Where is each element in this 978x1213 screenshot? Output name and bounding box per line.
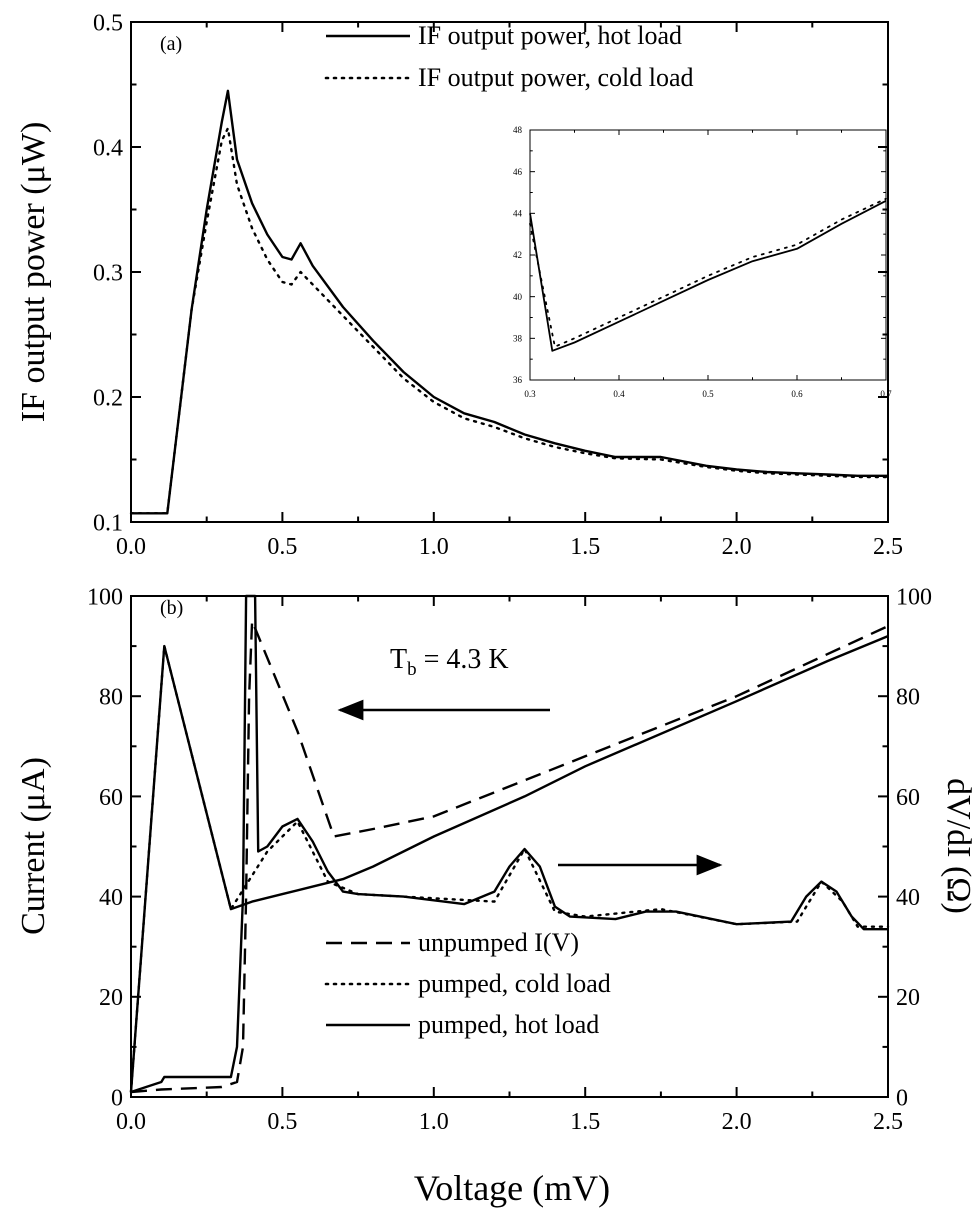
b-series-line-1 xyxy=(130,619,889,1094)
b-y-right-tick-label: 80 xyxy=(896,685,920,711)
b-legend-label-3: pumped, hot load xyxy=(418,1010,599,1039)
a-x-tick-label: 2.0 xyxy=(722,534,752,560)
b-x-tick-label: 2.0 xyxy=(722,1109,752,1135)
inset-y-tick-label: 44 xyxy=(513,208,523,218)
a-x-tick-label: 0.5 xyxy=(267,534,297,560)
panel-b: 0.0 0.5 1.0 1.5 2.0 2.50204060801000204060801… xyxy=(15,584,977,1135)
inset-x-tick-label: 0.3 xyxy=(524,389,536,399)
inset-y-tick-label: 46 xyxy=(513,167,523,177)
a-y-tick-label: 0.4 xyxy=(93,135,123,161)
a-x-tick-label: 2.5 xyxy=(873,534,903,560)
a-y-tick-label: 0.3 xyxy=(93,260,123,286)
a-plot-frame xyxy=(130,21,889,523)
b-y-tick-label: 0 xyxy=(111,1085,123,1111)
b-y-right-tick-label: 0 xyxy=(896,1085,908,1111)
b-series-line-4 xyxy=(130,594,888,1094)
inset-x-tick-label: 0.5 xyxy=(702,389,714,399)
a-panel-label: (a) xyxy=(160,33,182,55)
inset-x-tick-label: 0.4 xyxy=(613,389,625,399)
b-y-tick-label: 100 xyxy=(87,584,123,610)
b-x-tick-label: 2.5 xyxy=(873,1109,903,1135)
b-x-tick-label: 1.5 xyxy=(570,1109,600,1135)
inset-x-tick-label: 0.7 xyxy=(880,389,892,399)
inset-y-tick-label: 42 xyxy=(513,250,522,260)
a-x-tick-label: 1.5 xyxy=(570,534,600,560)
inset-series-line-2 xyxy=(529,197,887,348)
inset-panel: 0.3 0.4 0.5 0.6 0.7 36 38 40 42 44 46 48 xyxy=(513,125,892,399)
b-panel-label: (b) xyxy=(160,597,183,619)
b-x-tick-label: 0.5 xyxy=(267,1109,297,1135)
b-y-tick-label: 20 xyxy=(99,985,123,1011)
a-y-tick-label: 0.1 xyxy=(93,510,123,536)
inset-x-tick-label: 0.6 xyxy=(791,389,803,399)
a-x-tick-label: 1.0 xyxy=(419,534,449,560)
inset-y-tick-label: 38 xyxy=(513,333,523,343)
b-y-right-axis-label: dV/dI (Ω) xyxy=(940,778,977,914)
a-legend-label-2: IF output power, cold load xyxy=(418,63,694,92)
inset-plot-frame xyxy=(529,129,887,381)
a-x-tick-label: 0.0 xyxy=(116,534,146,560)
b-series-line-3 xyxy=(129,634,889,1093)
b-y-right-tick-label: 20 xyxy=(896,985,920,1011)
a-y-tick-label: 0.2 xyxy=(93,385,123,411)
b-y-right-tick-label: 60 xyxy=(896,785,920,811)
b-y-right-tick-label: 40 xyxy=(896,885,920,911)
inset-series-line-1 xyxy=(529,200,887,352)
a-series-line-2 xyxy=(129,127,890,515)
b-legend-label-2: pumped, cold load xyxy=(418,969,611,998)
a-series-line-1 xyxy=(131,89,888,515)
inset-y-tick-label: 48 xyxy=(513,125,523,135)
b-y-tick-label: 80 xyxy=(99,685,123,711)
b-y-tick-label: 40 xyxy=(99,885,123,911)
x-axis-label: Voltage (mV) xyxy=(414,1168,610,1208)
panel-a: 0.0 0.5 1.0 1.5 2.0 2.5 0.1 0.2 0.3 0.4 0.5 (a) IF o… xyxy=(15,10,903,560)
b-y-right-tick-label: 100 xyxy=(896,584,932,610)
b-y-axis-label: Current (μA) xyxy=(15,757,52,935)
a-y-tick-label: 0.5 xyxy=(93,10,123,36)
inset-y-tick-label: 40 xyxy=(513,292,523,302)
b-x-tick-label: 0.0 xyxy=(116,1109,146,1135)
a-y-axis-label: IF output power (μW) xyxy=(15,122,52,423)
b-x-tick-label: 1.0 xyxy=(419,1109,449,1135)
inset-y-tick-label: 36 xyxy=(513,375,523,385)
b-legend-label-1: unpumped I(V) xyxy=(418,928,579,957)
a-legend-label-1: IF output power, hot load xyxy=(418,21,682,50)
b-temperature-annotation: Tb = 4.3 K xyxy=(390,644,509,680)
b-y-tick-label: 60 xyxy=(99,785,123,811)
